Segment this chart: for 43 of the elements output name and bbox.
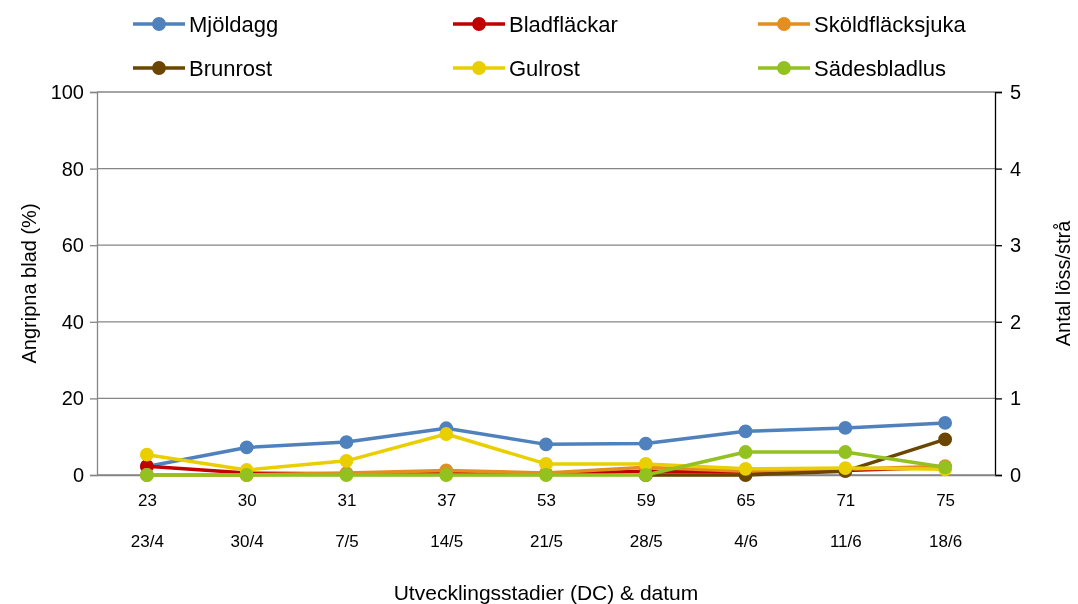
y2-tick-label: 0 xyxy=(1010,463,1022,486)
point xyxy=(838,420,853,435)
point xyxy=(339,453,354,468)
y2-tick-label: 3 xyxy=(1010,234,1022,257)
category-label: 23 23/4 xyxy=(130,491,164,551)
point xyxy=(938,432,953,447)
y-axis-title: Angripna blad (%) xyxy=(18,203,40,364)
y-tick-label: 80 xyxy=(61,157,84,180)
y-tick-label: 60 xyxy=(61,234,84,257)
legend-label: Brunrost xyxy=(189,55,273,81)
legend-label: Mjöldagg xyxy=(189,11,279,37)
category-label: 59 28/5 xyxy=(629,491,663,551)
y2-tick-label: 1 xyxy=(1010,387,1022,410)
y2-axis-title: Antal löss/strå xyxy=(1052,219,1074,347)
category-label: 75 18/6 xyxy=(929,491,963,551)
point xyxy=(239,440,254,455)
y2-tick-label: 5 xyxy=(1010,80,1022,103)
point xyxy=(838,445,853,459)
y-tick-label: 20 xyxy=(61,387,84,410)
point xyxy=(738,424,753,439)
y-tick-label: 0 xyxy=(72,463,84,486)
legend-label: Sädesbladlus xyxy=(814,55,947,81)
category-label: 30 30/4 xyxy=(230,491,264,551)
point xyxy=(638,436,653,451)
y2-tick-label: 4 xyxy=(1010,157,1022,180)
point xyxy=(738,445,753,459)
x-axis-title: Utvecklingsstadier (DC) & datum xyxy=(393,581,699,604)
legend-label: Bladfläckar xyxy=(509,11,618,37)
category-label: 31 7/5 xyxy=(335,491,359,551)
point xyxy=(139,447,154,462)
category-label: 71 11/6 xyxy=(829,491,862,551)
point xyxy=(339,435,354,449)
point xyxy=(539,437,553,452)
category-label: 65 4/6 xyxy=(734,491,758,551)
category-label: 53 21/5 xyxy=(529,491,564,551)
point xyxy=(439,427,454,441)
legend-label: Sköldfläcksjuka xyxy=(814,11,967,37)
category-label: 37 14/5 xyxy=(430,491,464,551)
y-tick-label: 40 xyxy=(61,310,84,333)
point xyxy=(938,416,953,430)
y-tick-label: 100 xyxy=(50,80,84,103)
legend-label: Gulrost xyxy=(509,55,580,81)
y2-tick-label: 2 xyxy=(1010,310,1022,333)
